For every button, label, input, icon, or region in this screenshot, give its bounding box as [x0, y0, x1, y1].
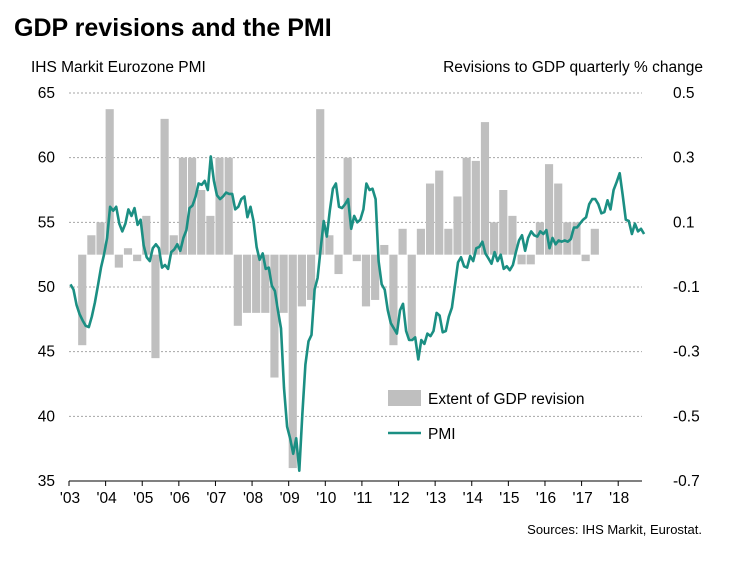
revision-bar	[270, 254, 279, 378]
revision-bar	[517, 254, 526, 265]
axes: '03 '04 '05 '06 '07 '08 '09 '10 '11 '12 '13 '14 '15 '…	[38, 85, 700, 507]
revision-bar	[581, 254, 590, 262]
revision-bar	[178, 157, 187, 255]
legend-label-revision: Extent of GDP revision	[428, 391, 585, 408]
revision-bar	[444, 228, 453, 255]
revision-bar	[480, 122, 490, 255]
revision-bar	[380, 244, 389, 255]
x-tick-label: '14	[463, 490, 484, 507]
pmi-line-group	[69, 155, 646, 473]
left-tick-label: 50	[38, 279, 56, 296]
revision-bar	[435, 170, 444, 255]
right-tick-label: 0.5	[673, 85, 695, 102]
revision-bar	[105, 109, 114, 255]
right-axis-label: Revisions to GDP quarterly % change	[443, 59, 703, 76]
revision-bar	[142, 215, 151, 255]
revision-bar	[407, 254, 416, 339]
revision-bar	[508, 215, 517, 255]
x-tick-label: '10	[316, 490, 337, 507]
x-tick-label: '12	[389, 490, 409, 507]
x-tick-label: '15	[499, 490, 519, 507]
revision-bar	[96, 222, 105, 255]
revision-bar	[490, 222, 499, 255]
pmi-line	[69, 155, 646, 473]
revision-bar	[288, 254, 297, 469]
revision-bar	[78, 254, 87, 346]
x-tick-label: '09	[280, 490, 300, 507]
revision-bar	[398, 228, 407, 255]
right-tick-label: 0.1	[673, 214, 695, 231]
revision-bar	[371, 254, 380, 300]
x-tick-label: '04	[97, 490, 118, 507]
revision-bar	[325, 235, 334, 255]
right-tick-label: -0.1	[673, 279, 700, 296]
x-tick-label: '05	[133, 490, 153, 507]
revision-bar	[352, 254, 361, 262]
revision-bar	[160, 118, 169, 255]
revision-bar	[462, 157, 471, 255]
left-tick-label: 45	[38, 344, 55, 361]
revision-bar	[252, 254, 261, 313]
chart-title: GDP revisions and the PMI	[14, 14, 332, 42]
revision-bar	[151, 254, 160, 359]
revision-bar	[526, 254, 535, 265]
revision-bar	[87, 235, 96, 255]
revision-bar	[261, 254, 270, 313]
revision-bar	[242, 254, 252, 313]
revision-bar	[499, 190, 508, 255]
revision-bar	[334, 254, 343, 275]
left-axis-label: IHS Markit Eurozone PMI	[31, 59, 206, 76]
left-tick-label: 65	[38, 85, 55, 102]
legend-label-pmi: PMI	[428, 426, 456, 443]
right-tick-label: 0.3	[673, 150, 695, 167]
revision-bar	[215, 157, 224, 255]
x-tick-label: '16	[536, 490, 556, 507]
legend-bar-swatch	[388, 390, 421, 406]
revision-bar	[133, 254, 142, 262]
left-tick-label: 35	[38, 473, 55, 490]
right-tick-label: -0.7	[673, 473, 700, 490]
revision-bar	[554, 183, 563, 255]
right-tick-label: -0.5	[673, 408, 700, 425]
revision-bar	[544, 164, 554, 255]
revision-bar	[425, 183, 435, 255]
x-tick-label: '18	[609, 490, 629, 507]
revision-bar	[169, 235, 178, 255]
revision-bar	[279, 254, 288, 313]
x-tick-label: '13	[426, 490, 446, 507]
revision-bar	[590, 228, 599, 255]
x-tick-label: '11	[353, 490, 372, 507]
revision-bar	[453, 196, 462, 255]
revision-bar	[206, 215, 215, 255]
x-tick-label: '08	[243, 490, 263, 507]
revision-bar	[563, 222, 572, 255]
revision-bar	[361, 254, 371, 307]
source-note: Sources: IHS Markit, Eurostat.	[527, 522, 702, 537]
x-tick-label: '06	[170, 490, 190, 507]
x-tick-label: '07	[206, 490, 226, 507]
revision-bar	[123, 248, 133, 255]
left-tick-label: 55	[38, 214, 55, 231]
right-tick-label: -0.3	[673, 344, 700, 361]
revision-bar	[316, 109, 325, 255]
revision-bar	[297, 254, 306, 307]
x-tick-label: '17	[572, 490, 592, 507]
left-tick-label: 60	[38, 150, 56, 167]
revision-bar	[197, 190, 206, 255]
revision-bar	[416, 228, 425, 255]
revision-bar	[471, 160, 480, 255]
revision-bar	[535, 222, 544, 255]
legend: Extent of GDP revision PMI	[388, 390, 585, 443]
revision-bar	[224, 157, 233, 255]
x-tick-label: '03	[60, 490, 80, 507]
revision-bar	[233, 254, 242, 326]
left-tick-label: 40	[38, 408, 56, 425]
revision-bar	[572, 222, 581, 255]
revision-bar	[114, 254, 123, 268]
revision-bars	[78, 109, 599, 469]
revision-bar	[306, 254, 316, 300]
revision-bar	[389, 254, 398, 346]
